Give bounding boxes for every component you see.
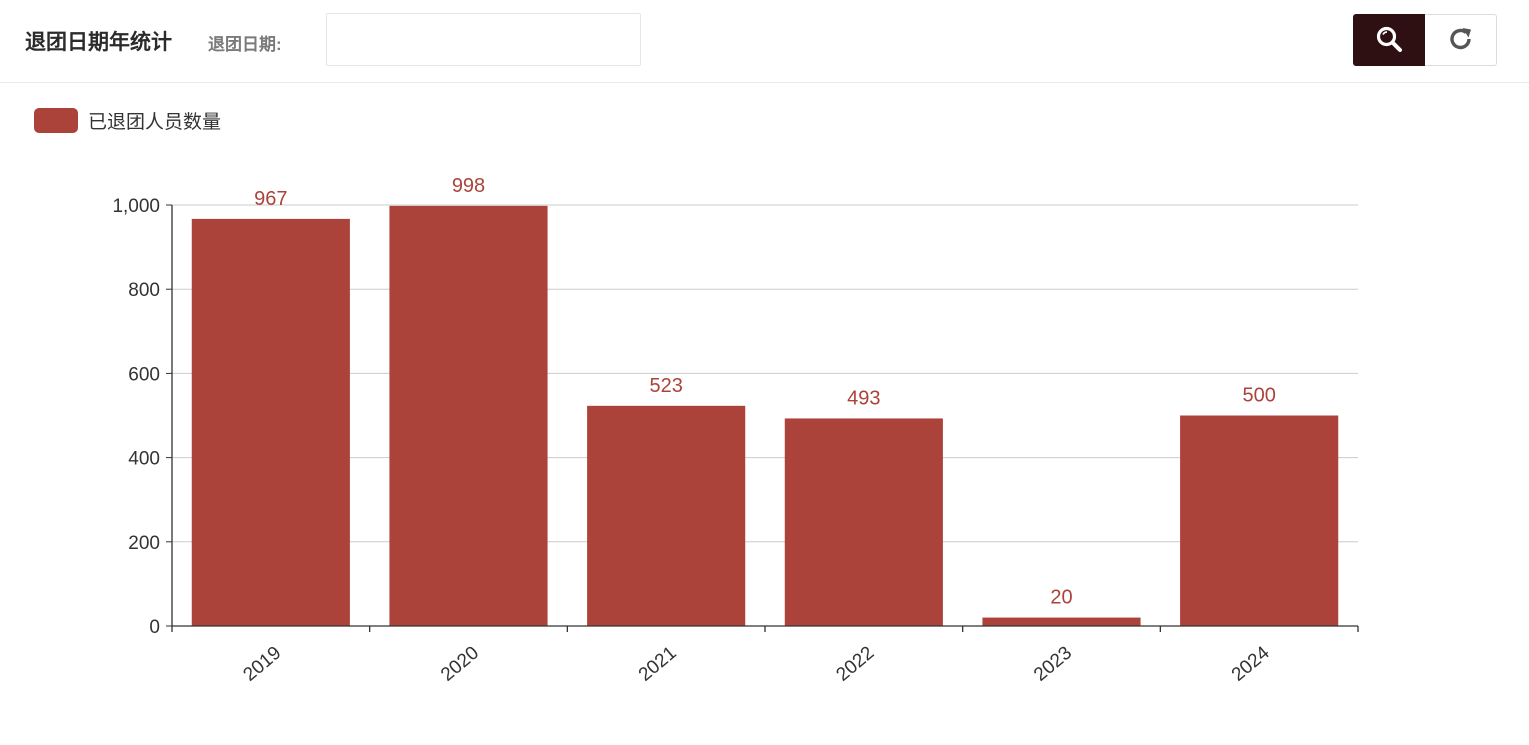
bar: [191, 218, 350, 626]
data-label: 967: [254, 188, 287, 210]
y-tick-label: 400: [128, 449, 160, 470]
y-tick-label: 0: [149, 617, 160, 638]
y-tick-label: 800: [128, 280, 160, 301]
legend-swatch: [34, 108, 78, 133]
page-title: 退团日期年统计: [25, 31, 172, 54]
search-icon: [1375, 25, 1403, 56]
bar: [1180, 415, 1339, 626]
x-tick-label: 2019: [239, 642, 285, 685]
bar: [982, 617, 1141, 626]
date-filter-input[interactable]: [326, 13, 641, 66]
search-button[interactable]: [1353, 14, 1425, 66]
x-tick-label: 2022: [832, 642, 878, 685]
data-label: 493: [847, 387, 880, 409]
bar: [587, 405, 746, 626]
bar: [784, 418, 943, 626]
bar: [389, 205, 548, 627]
y-tick-label: 600: [128, 364, 160, 385]
data-label: 500: [1242, 385, 1275, 407]
y-tick-label: 200: [128, 533, 160, 554]
refresh-icon: [1447, 25, 1475, 56]
chart-legend-item[interactable]: 已退团人员数量: [34, 107, 221, 134]
data-label: 523: [649, 375, 682, 397]
y-tick-label: 1,000: [112, 196, 160, 217]
toolbar: 退团日期年统计 退团日期:: [0, 0, 1529, 83]
data-label: 20: [1050, 587, 1072, 609]
reset-button[interactable]: [1425, 14, 1497, 66]
data-label: 998: [452, 175, 485, 197]
x-tick-label: 2023: [1030, 642, 1076, 685]
x-tick-label: 2024: [1228, 642, 1274, 686]
x-tick-label: 2021: [635, 642, 681, 685]
legend-label: 已退团人员数量: [88, 112, 222, 133]
x-tick-label: 2020: [437, 642, 483, 685]
date-filter-label: 退团日期:: [208, 35, 282, 54]
